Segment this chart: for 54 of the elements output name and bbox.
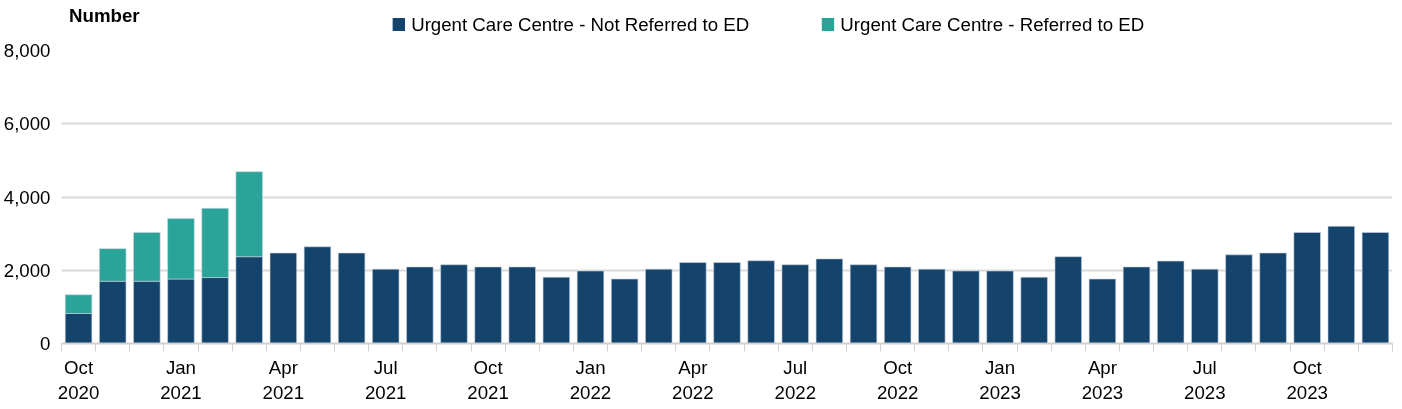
bar [542, 276, 570, 344]
bar [1259, 252, 1287, 344]
y-tick-label: 4,000 [3, 186, 51, 208]
bar [269, 252, 297, 344]
x-tick-label: Jan 2023 [979, 356, 1021, 403]
y-tick-label: 6,000 [3, 113, 51, 135]
y-tick-label: 8,000 [3, 40, 51, 61]
x-tick-label: Oct 2021 [467, 356, 509, 403]
bar [303, 246, 332, 344]
bar [1020, 276, 1048, 344]
bar [815, 258, 843, 344]
bar [952, 270, 980, 344]
x-tick-label: Jul 2021 [364, 356, 407, 403]
y-axis-title: Number [69, 4, 140, 26]
bar [1191, 268, 1219, 344]
bar [1088, 278, 1117, 344]
x-tick-label: Apr 2021 [262, 356, 305, 403]
bar [884, 266, 912, 344]
bar [679, 262, 707, 344]
bar [1225, 254, 1253, 344]
bar [1361, 232, 1390, 344]
bar [747, 260, 775, 344]
bar [474, 266, 502, 344]
bar [713, 262, 741, 344]
bar [781, 264, 809, 344]
bar [1293, 232, 1321, 344]
bar [508, 266, 536, 344]
x-tick-label: Oct 2023 [1286, 356, 1328, 403]
bar [849, 264, 878, 344]
x-tick-label: Jan 2021 [160, 356, 202, 403]
bar [372, 268, 400, 344]
bar [1122, 266, 1151, 344]
bar [1327, 226, 1355, 344]
x-tick-label: Oct 2022 [876, 356, 919, 403]
bar [1054, 256, 1082, 344]
bar [576, 270, 605, 344]
x-tick-label: Jul 2023 [1184, 356, 1226, 403]
y-tick-label: 2,000 [3, 259, 51, 281]
bar [611, 278, 639, 344]
x-tick-label: Oct 2020 [57, 356, 100, 403]
bar [645, 268, 673, 344]
y-tick-label: 0 [40, 333, 51, 354]
x-tick-label: Apr 2023 [1081, 356, 1124, 403]
x-tick-label: Apr 2022 [672, 356, 714, 403]
bar [986, 270, 1014, 344]
bar [406, 266, 434, 344]
bar [1157, 260, 1185, 344]
legend-label: Urgent Care Centre - Referred to ED [840, 14, 1145, 35]
x-tick-label: Jan 2022 [569, 356, 612, 403]
bar [918, 268, 946, 344]
x-tick-label: Jul 2022 [774, 356, 817, 403]
bar [337, 252, 366, 344]
legend-label: Urgent Care Centre - Not Referred to ED [411, 14, 750, 35]
bar [440, 264, 468, 344]
